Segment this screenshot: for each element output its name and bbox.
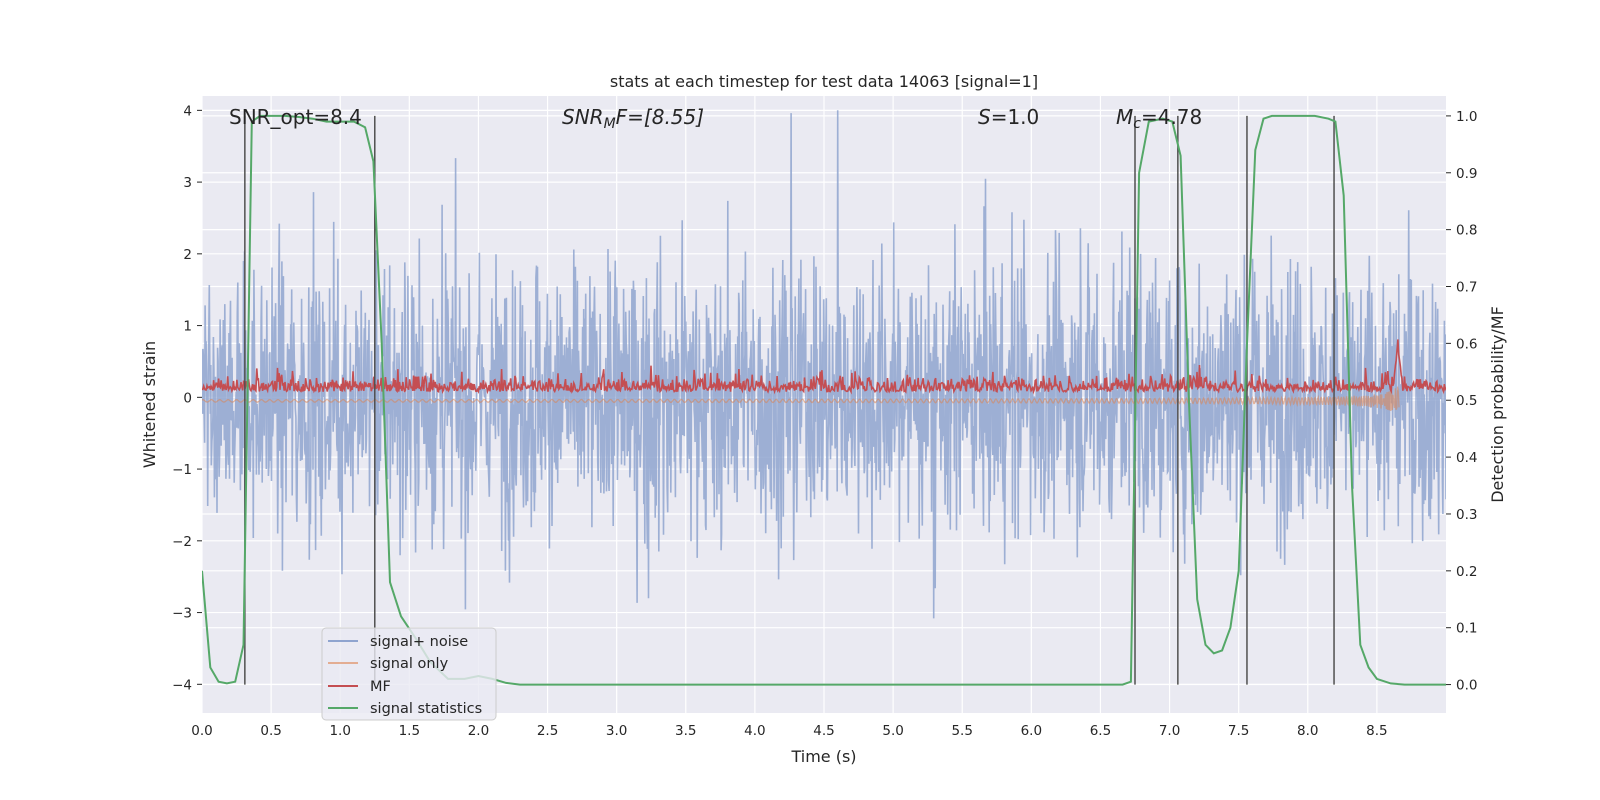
x-tick-label: 3.5 bbox=[675, 723, 696, 739]
y-tick-label: 4 bbox=[183, 103, 192, 119]
signal-noise-series bbox=[202, 110, 1446, 619]
x-tick-label: 6.0 bbox=[1021, 723, 1042, 739]
x-axis-label: Time (s) bbox=[790, 747, 856, 766]
y2-tick-label: 0.7 bbox=[1456, 280, 1477, 296]
y2-tick-label: 0.6 bbox=[1456, 336, 1477, 352]
snr-mf-annotation: SNRMF=[8.55] bbox=[562, 105, 704, 132]
mf-series bbox=[202, 339, 1446, 395]
mc-annotation: Mc=4.78 bbox=[1116, 105, 1202, 132]
x-tick-label: 2.0 bbox=[468, 723, 489, 739]
legend-label-stats: signal statistics bbox=[370, 701, 482, 717]
y-axis-label: Whitened strain bbox=[140, 341, 159, 468]
x-tick-label: 1.0 bbox=[329, 723, 350, 739]
snr-opt-annotation: SNR_opt=8.4 bbox=[229, 105, 362, 129]
y2-tick-label: 0.2 bbox=[1456, 564, 1477, 580]
x-tick-label: 6.5 bbox=[1090, 723, 1111, 739]
x-tick-label: 0.5 bbox=[260, 723, 281, 739]
legend-label-signal: signal only bbox=[370, 656, 449, 672]
y2-tick-label: 0.0 bbox=[1456, 678, 1477, 694]
x-tick-label: 7.0 bbox=[1159, 723, 1180, 739]
y-tick-label: 2 bbox=[183, 247, 192, 263]
y-tick-label: 0 bbox=[183, 390, 192, 406]
y2-tick-label: 0.5 bbox=[1456, 393, 1477, 409]
x-tick-label: 8.0 bbox=[1297, 723, 1318, 739]
x-tick-label: 4.5 bbox=[813, 723, 834, 739]
y-tick-label: −4 bbox=[172, 677, 192, 693]
x-tick-label: 0.0 bbox=[191, 723, 212, 739]
y-tick-label: 1 bbox=[183, 319, 192, 335]
legend: signal+ noise signal only MF signal stat… bbox=[321, 627, 497, 721]
legend-label-noise: signal+ noise bbox=[370, 634, 468, 650]
plot-area bbox=[202, 110, 1446, 686]
y2-tick-label: 0.3 bbox=[1456, 507, 1477, 523]
x-tick-label: 7.5 bbox=[1228, 723, 1249, 739]
legend-box bbox=[321, 627, 497, 721]
y2-tick-label: 0.1 bbox=[1456, 621, 1477, 637]
y-tick-label: −2 bbox=[172, 534, 192, 550]
signal-only-series bbox=[202, 386, 1400, 412]
x-tick-label: 1.5 bbox=[399, 723, 420, 739]
x-tick-label: 3.0 bbox=[606, 723, 627, 739]
y-axis-right: 1.0 0.9 0.8 0.7 0.6 0.5 0.4 0.3 0.2 0.1 0.0 bbox=[1446, 109, 1477, 694]
x-tick-label: 8.5 bbox=[1366, 723, 1387, 739]
s-annotation: S=1.0 bbox=[978, 105, 1039, 129]
y-tick-label: −1 bbox=[172, 462, 192, 478]
y-tick-label: −3 bbox=[172, 606, 192, 622]
y2-tick-label: 0.9 bbox=[1456, 166, 1477, 182]
x-tick-label: 5.5 bbox=[951, 723, 972, 739]
x-tick-label: 4.0 bbox=[744, 723, 765, 739]
y2-tick-label: 1.0 bbox=[1456, 109, 1477, 125]
y-axis-left: 4 3 2 1 0 −1 −2 −3 −4 bbox=[172, 103, 202, 693]
y2-tick-label: 0.4 bbox=[1456, 450, 1477, 466]
x-tick-label: 5.0 bbox=[882, 723, 903, 739]
y-tick-label: 3 bbox=[183, 175, 192, 191]
legend-label-mf: MF bbox=[370, 679, 391, 695]
x-tick-label: 2.5 bbox=[537, 723, 558, 739]
x-axis: 0.0 0.5 1.0 1.5 2.0 2.5 3.0 3.5 4.0 4.5 5.0 5.5 6.0 6… bbox=[191, 723, 1387, 739]
y2-axis-label: Detection probability/MF bbox=[1488, 306, 1507, 503]
signal-statistics-series bbox=[202, 114, 1446, 686]
chart-title: stats at each timestep for test data 140… bbox=[610, 72, 1038, 91]
y2-tick-label: 0.8 bbox=[1456, 223, 1477, 239]
